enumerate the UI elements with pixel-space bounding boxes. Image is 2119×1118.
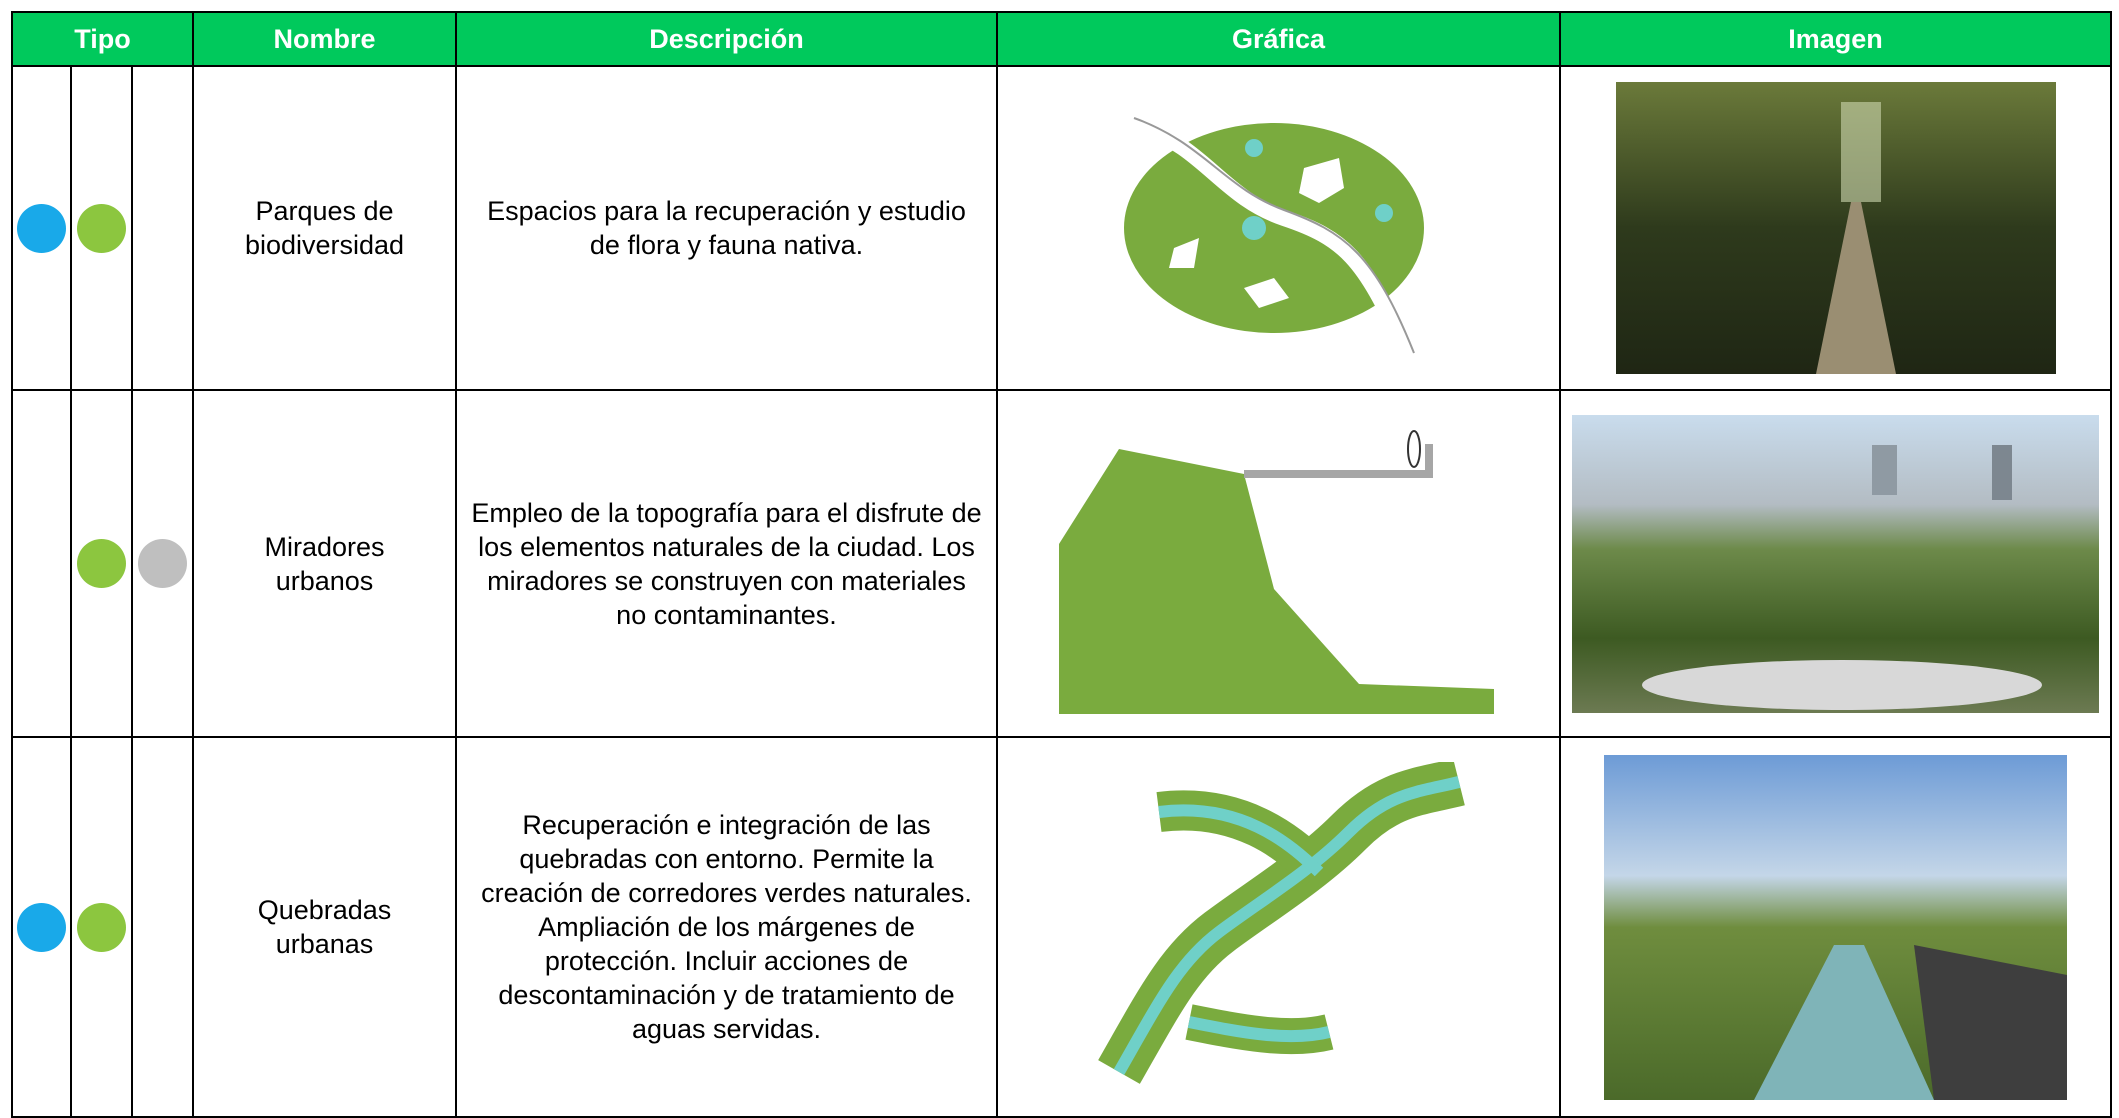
type-dot	[77, 203, 126, 253]
photo	[1615, 82, 2056, 374]
type-dot	[17, 902, 66, 952]
graphic	[1123, 117, 1424, 354]
description-cell: Empleo de la topografía para el disfrute…	[455, 389, 998, 738]
description-cell: Recuperación e integración de las quebra…	[455, 736, 998, 1118]
header-cell: Gráfica	[996, 11, 1561, 67]
header-cell: Nombre	[192, 11, 457, 67]
header-cell: Descripción	[455, 11, 998, 67]
type-dot	[17, 203, 66, 253]
type-dot	[77, 902, 126, 952]
graphic	[1058, 429, 1494, 714]
photo	[1572, 414, 2099, 713]
name-cell: Parques de biodiversidad	[192, 65, 457, 391]
type-dot	[138, 539, 187, 588]
header-cell: Imagen	[1559, 11, 2112, 67]
graphic	[1097, 762, 1465, 1084]
table: Tipo Nombre Descripción Gráfica Imagen P…	[11, 11, 2112, 1118]
name-cell: Quebradas urbanas	[192, 736, 457, 1118]
name-cell: Miradores urbanos	[192, 389, 457, 738]
description-cell: Espacios para la recuperación y estudio …	[455, 65, 998, 391]
header-cell: Tipo	[11, 11, 194, 67]
type-dot	[77, 539, 126, 588]
photo	[1604, 754, 2067, 1100]
